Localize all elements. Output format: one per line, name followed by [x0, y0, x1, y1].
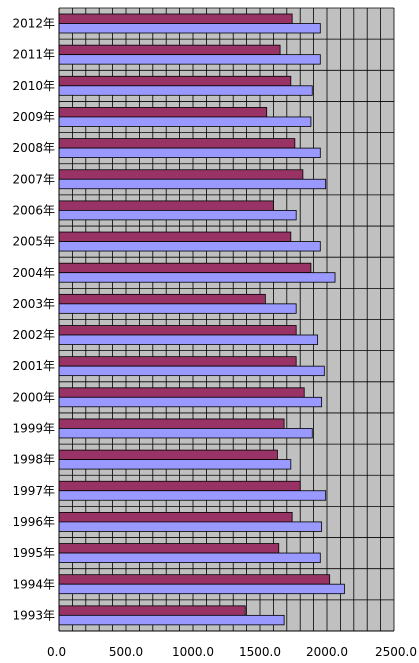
bar-2011年-series-2 [58, 54, 321, 65]
y-tick-label: 2008年 [12, 141, 55, 155]
bar-1999年-series-2 [58, 428, 313, 439]
bar-1994年-series-2 [58, 583, 345, 595]
y-tick-label: 2007年 [12, 172, 55, 186]
y-axis-labels: 2012年 2011年 2010年 2009年 2008年 2007年 2006年 2005年… [12, 17, 55, 623]
bar-2010年-series-2 [58, 85, 313, 96]
bar-1998年-series-2 [58, 459, 292, 470]
bar-1997年-series-1 [58, 480, 301, 492]
bar-2007年-series-1 [58, 169, 304, 180]
x-axis-labels: 0.0 500.0 1000.0 1500.0 2000.0 2500.0 [47, 645, 417, 659]
y-tick-label: 2011年 [12, 48, 55, 62]
y-tick-label: 1998年 [12, 453, 55, 467]
x-tick-label: 0.0 [47, 645, 66, 659]
bar-2003年-series-2 [58, 303, 297, 314]
bar-2000年-series-1 [58, 387, 305, 398]
bar-1998年-series-1 [58, 449, 278, 461]
bar-1996年-series-2 [58, 521, 323, 532]
bar-2004年-series-2 [58, 272, 336, 283]
y-tick-label: 2012年 [12, 17, 55, 31]
bar-2005年-series-2 [58, 241, 321, 252]
bar-1993年-series-1 [58, 605, 246, 616]
y-tick-label: 2003年 [12, 297, 55, 311]
bar-1993年-series-2 [58, 614, 285, 626]
bar-2002年-series-2 [58, 334, 319, 345]
bar-2004年-series-1 [58, 262, 312, 274]
bar-2001年-series-2 [58, 365, 325, 377]
y-tick-label: 1993年 [12, 608, 55, 622]
bar-2009年-series-1 [58, 107, 268, 118]
bar-2008年-series-2 [58, 147, 321, 159]
y-tick-label: 2002年 [12, 328, 55, 342]
bar-2008年-series-1 [58, 138, 296, 149]
y-tick-label: 1999年 [12, 422, 55, 436]
bar-2001年-series-1 [58, 356, 297, 367]
bar-1999年-series-1 [58, 418, 285, 429]
bar-2005年-series-1 [58, 231, 292, 242]
y-tick-label: 2001年 [12, 359, 55, 373]
x-tick-label: 2500.0 [375, 645, 417, 659]
bar-2006年-series-1 [58, 200, 274, 211]
y-tick-label: 2000年 [12, 390, 55, 404]
bar-2006年-series-2 [58, 209, 297, 221]
bar-2009年-series-2 [58, 116, 312, 127]
bar-2000年-series-2 [58, 396, 323, 408]
y-tick-label: 2010年 [12, 79, 55, 93]
gridlines [59, 7, 395, 632]
bar-2010年-series-1 [58, 75, 292, 87]
bar-1997年-series-2 [58, 490, 327, 501]
y-tick-label: 1995年 [12, 546, 55, 560]
bar-1995年-series-2 [58, 552, 321, 563]
x-tick-label: 1000.0 [172, 645, 214, 659]
y-tick-label: 2009年 [12, 110, 55, 124]
y-tick-label: 1996年 [12, 515, 55, 529]
bar-1996年-series-1 [58, 512, 293, 523]
x-tick-label: 1500.0 [239, 645, 281, 659]
bar-2002年-series-1 [58, 325, 297, 336]
bar-2011年-series-1 [58, 44, 281, 56]
y-tick-label: 1997年 [12, 484, 55, 498]
bar-1995年-series-1 [58, 543, 280, 554]
bar-2003年-series-1 [58, 293, 266, 305]
x-tick-label: 2000.0 [306, 645, 348, 659]
bar-1994年-series-1 [58, 574, 331, 585]
bar-2012年-series-1 [58, 13, 293, 24]
bar-2012年-series-2 [58, 23, 321, 34]
bars [58, 13, 345, 626]
y-tick-label: 2005年 [12, 235, 55, 249]
y-tick-label: 2004年 [12, 266, 55, 280]
bar-2007年-series-2 [58, 178, 327, 190]
x-tick-label: 500.0 [109, 645, 143, 659]
y-tick-label: 2006年 [12, 203, 55, 217]
y-tick-label: 1994年 [12, 577, 55, 591]
